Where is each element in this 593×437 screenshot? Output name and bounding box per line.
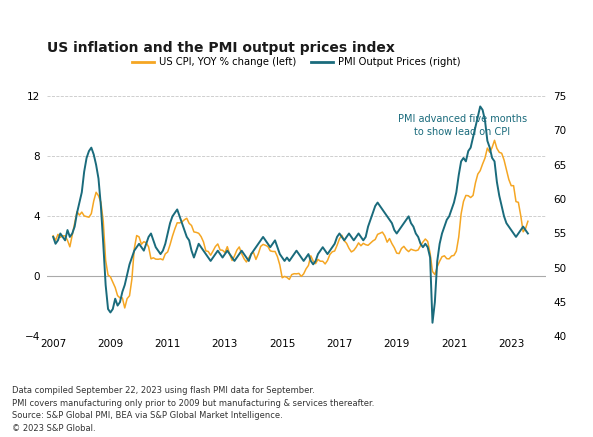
Text: Data compiled September 22, 2023 using flash PMI data for September.
PMI covers : Data compiled September 22, 2023 using f… (12, 386, 374, 433)
Legend: US CPI, YOY % change (left), PMI Output Prices (right): US CPI, YOY % change (left), PMI Output … (128, 53, 465, 71)
Text: US inflation and the PMI output prices index: US inflation and the PMI output prices i… (47, 41, 396, 55)
Text: PMI advanced five months
to show lead on CPI: PMI advanced five months to show lead on… (398, 114, 527, 137)
